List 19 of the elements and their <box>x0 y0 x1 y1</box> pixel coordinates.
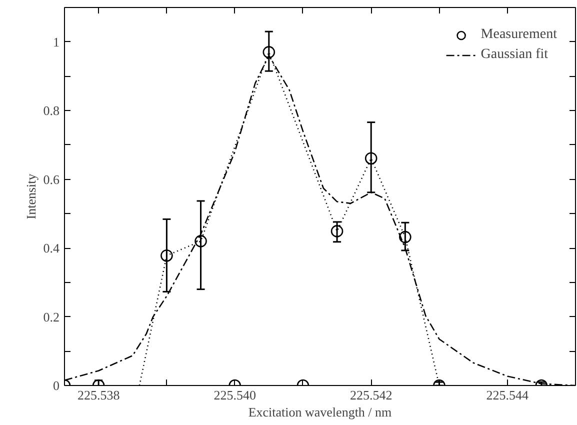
x-axis-title: Excitation wavelength / nm <box>248 404 392 420</box>
point <box>330 225 344 238</box>
point <box>364 152 378 164</box>
y-tick-label: 0.8 <box>43 103 60 118</box>
x-tick-label: 225.540 <box>214 388 256 402</box>
y-axis-title: Intensity <box>23 173 38 220</box>
x-tick-label: 225.542 <box>350 388 392 402</box>
y-tick-label: 0.6 <box>43 172 60 187</box>
x-tick-label: 225.538 <box>77 388 120 402</box>
legend-label: Measurement <box>480 27 557 43</box>
y-tick-label: 1 <box>53 34 60 50</box>
y-tick-label: 0.4 <box>43 240 60 256</box>
point <box>194 235 207 248</box>
legend-label: Gaussian fit <box>480 47 548 63</box>
y-tick-label: 0.2 <box>43 309 60 324</box>
x-tick-label: 225.544 <box>486 388 529 402</box>
y-tick-label: 0 <box>53 378 60 393</box>
point <box>160 249 173 262</box>
point <box>399 230 412 244</box>
